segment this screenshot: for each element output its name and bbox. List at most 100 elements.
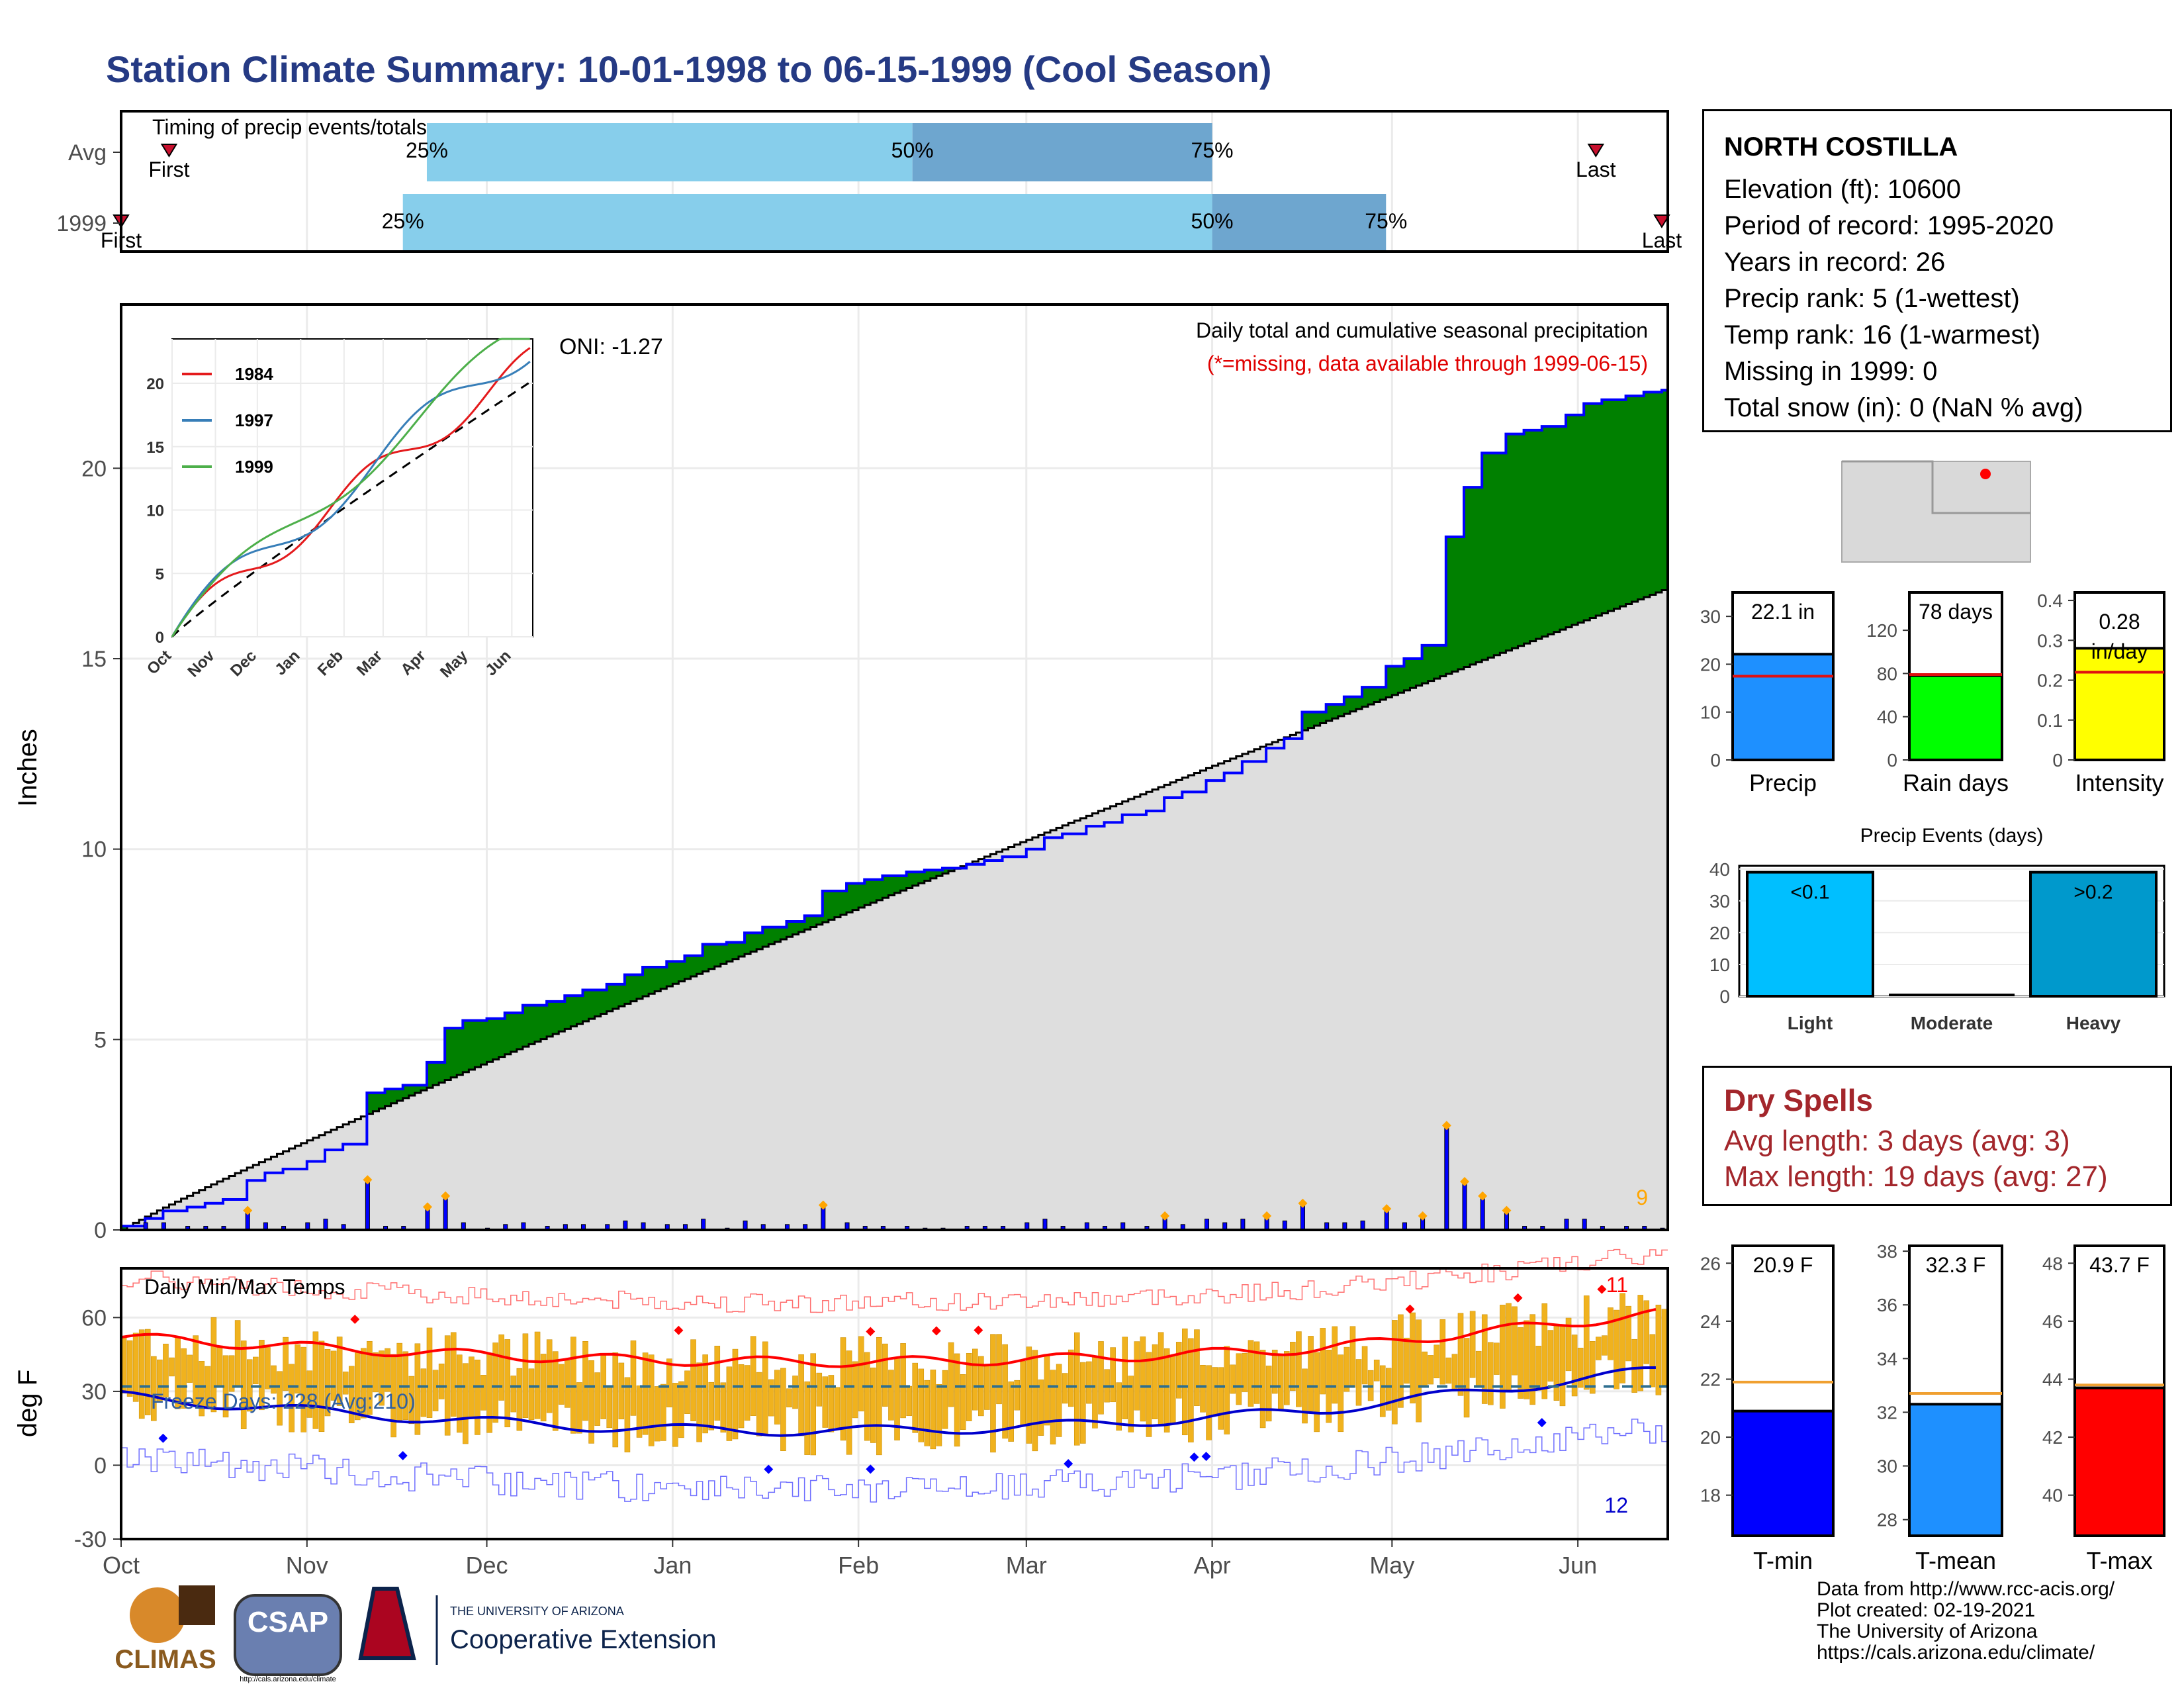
temp-daily-bar — [463, 1363, 469, 1444]
temp-daily-bar — [367, 1340, 373, 1415]
temp-daily-bar — [265, 1347, 271, 1389]
temp-daily-bar — [1349, 1326, 1356, 1388]
temp-daily-bar — [253, 1356, 259, 1385]
temp-mean-summary-ytick-label: 34 — [1877, 1348, 1897, 1369]
temp-min-summary-label: T-min — [1753, 1547, 1813, 1574]
precip-anomaly-fill — [1308, 712, 1315, 729]
temp-daily-bar — [1163, 1348, 1170, 1432]
intensity-summary-value-label: 0.28 — [2099, 610, 2140, 633]
temp-daily-bar — [1398, 1314, 1404, 1408]
timing-bar-q50-q75 — [912, 123, 1212, 181]
temp-daily-bar — [1571, 1335, 1578, 1397]
precip-anomaly-fill — [1655, 392, 1662, 593]
precip-anomaly-fill — [612, 984, 619, 1009]
precip-anomaly-fill — [1547, 426, 1555, 635]
precip-anomaly-fill — [894, 875, 901, 894]
temp-daily-bar — [624, 1377, 631, 1453]
precip-anomaly-fill — [1349, 696, 1357, 712]
precip-anomaly-fill — [1326, 704, 1333, 722]
temp-daily-bar — [1224, 1346, 1230, 1434]
precip-anomaly-fill — [1529, 430, 1537, 642]
temp-daily-bar — [684, 1370, 690, 1414]
precip-anomaly-fill — [1464, 487, 1471, 667]
temp-record-low-marker — [1201, 1452, 1211, 1462]
temp-daily-bar — [1661, 1309, 1668, 1385]
precip-extreme-marker — [1502, 1205, 1512, 1215]
intensity-summary-bar — [2073, 647, 2165, 761]
temp-daily-bar — [990, 1334, 996, 1453]
temp-min-count: 12 — [1604, 1493, 1628, 1517]
temp-daily-bar — [1314, 1352, 1320, 1432]
temp-min-summary-ytick-label: 26 — [1700, 1253, 1721, 1274]
precip-anomaly-fill — [504, 1013, 512, 1055]
precip-anomaly-fill — [1596, 403, 1602, 616]
station-temp-rank: Temp rank: 16 (1-warmest) — [1724, 320, 2040, 350]
temp-daily-bar — [1379, 1365, 1386, 1417]
precip-anomaly-fill — [1572, 414, 1578, 626]
timing-bar-q50-q75 — [1212, 194, 1387, 252]
precip-anomaly-fill — [1649, 392, 1657, 595]
temp-daily-bar — [840, 1337, 846, 1441]
temp-record-low-marker — [1189, 1452, 1199, 1462]
precip-anomaly-fill — [768, 927, 775, 945]
precip-anomaly-fill — [786, 921, 794, 937]
station-location-dot — [1980, 469, 1991, 479]
intensity-summary-ytick-label: 0.3 — [2037, 630, 2063, 651]
temp-max-summary-ytick-label: 44 — [2042, 1369, 2063, 1389]
timing-first-marker — [160, 144, 178, 158]
precip-daily-bar — [1240, 1219, 1246, 1231]
precip-anomaly-fill — [486, 1018, 494, 1062]
csap-logo-mark — [234, 1594, 342, 1676]
precip-daily-bar — [443, 1197, 448, 1231]
freeze-days-label: Freeze Days: 228 (Avg:210) — [151, 1389, 416, 1413]
temp-daily-bar — [336, 1336, 343, 1406]
events-ytick-label: 0 — [1719, 986, 1730, 1007]
precip-anomaly-fill — [1410, 659, 1417, 688]
ua-logo-big-text: Cooperative Extension — [450, 1625, 716, 1654]
temp-daily-bar — [876, 1336, 882, 1456]
inset-ytick-label: 20 — [146, 375, 164, 393]
temp-daily-bar — [918, 1368, 925, 1442]
temp-daily-bar — [1649, 1334, 1656, 1387]
temp-daily-bar — [906, 1385, 912, 1417]
raindays-summary-ytick-label: 80 — [1877, 663, 1897, 684]
precip-daily-bar — [1582, 1219, 1587, 1231]
events-ytick-label: 40 — [1709, 859, 1730, 880]
temp-daily-bar — [1062, 1373, 1068, 1404]
precip-extreme-marker — [243, 1205, 253, 1215]
temp-daily-bar — [1469, 1311, 1476, 1378]
precip-anomaly-fill — [1482, 453, 1488, 661]
precip-anomaly-fill — [1535, 430, 1543, 639]
temp-daily-bar — [672, 1383, 678, 1447]
temp-daily-bar — [1619, 1293, 1625, 1383]
precip-anomaly-fill — [637, 974, 643, 1000]
precip-daily-bar — [1282, 1220, 1287, 1231]
precip-anomaly-fill — [498, 1018, 506, 1058]
temp-daily-bar — [169, 1357, 175, 1377]
precip-anomaly-fill — [672, 961, 680, 984]
precip-anomaly-fill — [1578, 414, 1584, 624]
precip-anomaly-fill — [846, 883, 853, 913]
temp-daily-bar — [1439, 1319, 1446, 1385]
precip-anomaly-fill — [810, 915, 817, 927]
temp-daily-bar — [852, 1361, 858, 1419]
events-ytick-label: 30 — [1709, 891, 1730, 912]
precip-anomaly-fill — [643, 967, 649, 997]
temp-max-summary-ytick-label: 48 — [2042, 1253, 2063, 1274]
precip-anomaly-fill — [756, 933, 763, 950]
credit-line: The University of Arizona — [1817, 1620, 2038, 1642]
precip-extreme-marker — [1298, 1198, 1308, 1208]
temp-daily-bar — [1122, 1336, 1128, 1419]
temp-record-high-marker — [866, 1327, 876, 1336]
credit-line: Data from http://www.rcc-acis.org/ — [1817, 1578, 2115, 1600]
precip-cumulative-line — [121, 389, 1668, 1228]
temp-daily-bar — [708, 1382, 715, 1430]
temp-daily-bar — [277, 1371, 283, 1426]
precip-anomaly-fill — [1619, 399, 1627, 607]
precip-anomaly-fill — [1518, 434, 1525, 647]
precip-anomaly-fill — [1590, 403, 1596, 619]
temp-max-summary-label: T-max — [2086, 1547, 2152, 1574]
temp-daily-bar — [1146, 1352, 1152, 1437]
temp-daily-bar — [1068, 1349, 1074, 1407]
dry-spells-avg: Avg length: 3 days (avg: 3) — [1724, 1125, 2070, 1157]
